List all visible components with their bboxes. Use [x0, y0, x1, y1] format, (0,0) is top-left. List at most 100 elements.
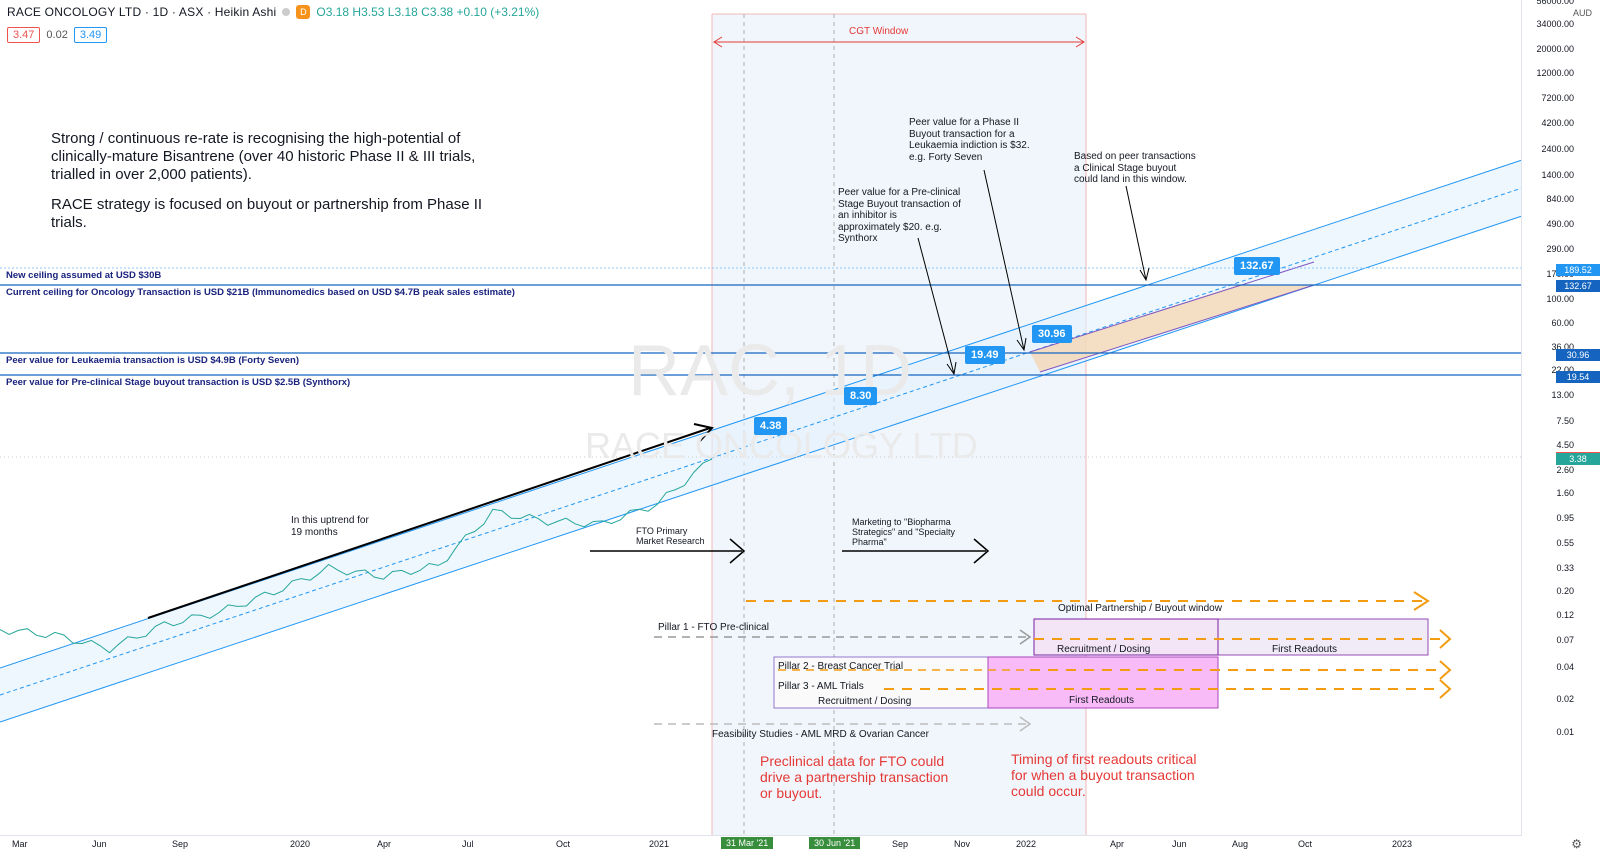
pillar23-recruit-label[interactable]: Recruitment / Dosing [818, 696, 912, 707]
pillar1-arrowhead [1019, 629, 1032, 645]
close-value: C3.38 [421, 5, 454, 19]
target-callout[interactable]: 132.67 [1234, 257, 1280, 275]
time-tick: Jul [462, 839, 474, 849]
time-tick: Oct [1298, 839, 1313, 849]
target-callout[interactable]: 19.49 [965, 346, 1005, 364]
pointer-preclin-head [946, 361, 957, 376]
hline-label-19[interactable]: Peer value for Pre-clinical Stage buyout… [6, 377, 351, 388]
target-zone-edge [1029, 261, 1315, 353]
time-tick: 2022 [1016, 839, 1037, 849]
pointer-window [1125, 185, 1147, 281]
time-tick: Oct [556, 839, 571, 849]
readout-red-note[interactable]: Timing of first readouts critical for wh… [1011, 751, 1197, 799]
target-callout[interactable]: 30.96 [1032, 325, 1072, 343]
pillar3-orange-head [1439, 679, 1452, 699]
ask-button[interactable]: 3.49 [73, 27, 108, 43]
marketing-arrowhead [973, 538, 990, 564]
price-axis[interactable]: 56000.00 34000.00 20000.00 12000.00 7200.00 4… [1521, 0, 1600, 835]
price-marker: 3.38 [1556, 453, 1600, 466]
preclin-note[interactable]: Peer value for a Pre-clinical Stage Buyo… [838, 187, 961, 244]
price-tick: 34000.00 [1536, 19, 1574, 30]
optimal-arrowhead [1413, 591, 1430, 611]
high-value: H3.53 [352, 5, 385, 19]
hline-label-30[interactable]: Peer value for Leukaemia transaction is … [6, 355, 300, 366]
bid-ask-panel: 3.47 0.02 3.49 [7, 27, 108, 43]
pillar1-readout-label[interactable]: First Readouts [1272, 644, 1338, 655]
time-tick: 2023 [1392, 839, 1413, 849]
optimal-window-label[interactable]: Optimal Partnership / Buyout window [1058, 603, 1222, 614]
target-callout[interactable]: 8.30 [844, 387, 878, 405]
price-tick: 0.04 [1556, 661, 1574, 672]
feasibility-arrowhead [1019, 716, 1032, 732]
price-tick: 2.60 [1556, 465, 1574, 476]
time-tick: Sep [892, 839, 909, 849]
fto-arrowhead [729, 538, 746, 564]
pillar23-readout-label[interactable]: First Readouts [1069, 695, 1135, 706]
low-value: L3.18 [387, 5, 418, 19]
chart-header: RACE ONCOLOGY LTD · 1D · ASX · Heikin As… [7, 5, 539, 19]
pillar1-recruit-label[interactable]: Recruitment / Dosing [1057, 644, 1151, 655]
price-tick: 1400.00 [1541, 169, 1574, 180]
pillar1-orange-head [1439, 629, 1452, 649]
cgt-window-label[interactable]: CGT Window [849, 26, 909, 37]
change-value: +0.10 (+3.21%) [456, 5, 540, 19]
pointer-phase2 [983, 169, 1025, 351]
price-marker: 189.52 [1556, 263, 1600, 276]
price-tick: 7200.00 [1541, 92, 1574, 103]
time-tick: Jun [92, 839, 107, 849]
phase2-note[interactable]: Peer value for a Phase II Buyout transac… [909, 117, 1030, 163]
cgt-arrowhead-left [713, 36, 723, 48]
window-note[interactable]: Based on peer transactions a Clinical St… [1074, 151, 1196, 185]
price-tick: 100.00 [1546, 293, 1574, 304]
marketing-note[interactable]: Marketing to "Biopharma Strategics" and … [852, 517, 955, 547]
ohlc-readout: O3.18 H3.53 L3.18 C3.38 +0.10 (+3.21%) [316, 5, 539, 19]
price-tick: 840.00 [1546, 193, 1574, 204]
channel-mid [0, 187, 1523, 696]
price-tick: 0.33 [1556, 562, 1574, 573]
pillar2-label[interactable]: Pillar 2 - Breast Cancer Trial [778, 661, 904, 672]
price-tick: 0.20 [1556, 586, 1574, 597]
cgt-arrowhead-right [1075, 36, 1085, 48]
spread-value: 0.02 [46, 29, 68, 41]
target-callout[interactable]: 4.38 [754, 417, 788, 435]
status-dot-icon [282, 8, 291, 16]
currency-label: AUD [1572, 8, 1592, 18]
pillar1-recruit-box [1033, 618, 1219, 656]
pillar23-recruit-box [773, 656, 989, 709]
price-tick: 490.00 [1546, 218, 1574, 229]
symbol-title[interactable]: RACE ONCOLOGY LTD · 1D · ASX · Heikin As… [7, 5, 277, 19]
price-tick: 36.00 [1551, 341, 1574, 352]
channel-upper [0, 159, 1523, 669]
price-tick: 1.60 [1556, 488, 1574, 499]
price-marker: 30.96 [1556, 348, 1600, 361]
hline-label-132[interactable]: Current ceiling for Oncology Transaction… [6, 287, 515, 298]
price-tick: 12000.00 [1536, 68, 1574, 79]
settings-gear-icon[interactable]: ⚙ [1571, 837, 1582, 851]
fto-note[interactable]: FTO Primary Market Research [636, 526, 705, 546]
commentary-p2: RACE strategy is focused on buyout or pa… [51, 196, 483, 231]
time-axis[interactable]: Mar Jun Sep 2020 Apr Jul Oct 2021 Sep Nov 2022 Apr J… [0, 835, 1522, 852]
pillar1-label[interactable]: Pillar 1 - FTO Pre-clinical [658, 622, 769, 633]
hline-label-189[interactable]: New ceiling assumed at USD $30B [6, 270, 162, 281]
price-tick: 60.00 [1551, 317, 1574, 328]
fto-red-note[interactable]: Preclinical data for FTO could drive a p… [760, 753, 949, 801]
price-tick: 22.00 [1551, 365, 1574, 375]
pointer-window-head [1139, 267, 1150, 282]
pointer-preclin [917, 237, 955, 375]
price-tick: 0.02 [1556, 694, 1574, 705]
bid-button[interactable]: 3.47 [7, 27, 41, 43]
feasibility-label[interactable]: Feasibility Studies - AML MRD & Ovarian … [712, 729, 929, 740]
time-tick: Apr [377, 839, 392, 849]
time-tick: 2020 [290, 839, 311, 849]
price-tick: 0.01 [1556, 727, 1574, 737]
uptrend-note[interactable]: In this uptrend for 19 months [291, 515, 369, 538]
uptrend-arrowhead [693, 423, 714, 442]
pointer-phase2-head [1016, 337, 1027, 352]
price-tick: 0.95 [1556, 512, 1574, 523]
price-marker: 19.54 [1556, 370, 1600, 383]
time-tick: Jun [1172, 839, 1187, 849]
time-tick: Mar [12, 839, 28, 849]
pillar3-label[interactable]: Pillar 3 - AML Trials [778, 681, 864, 692]
data-badge[interactable]: D [296, 5, 311, 19]
